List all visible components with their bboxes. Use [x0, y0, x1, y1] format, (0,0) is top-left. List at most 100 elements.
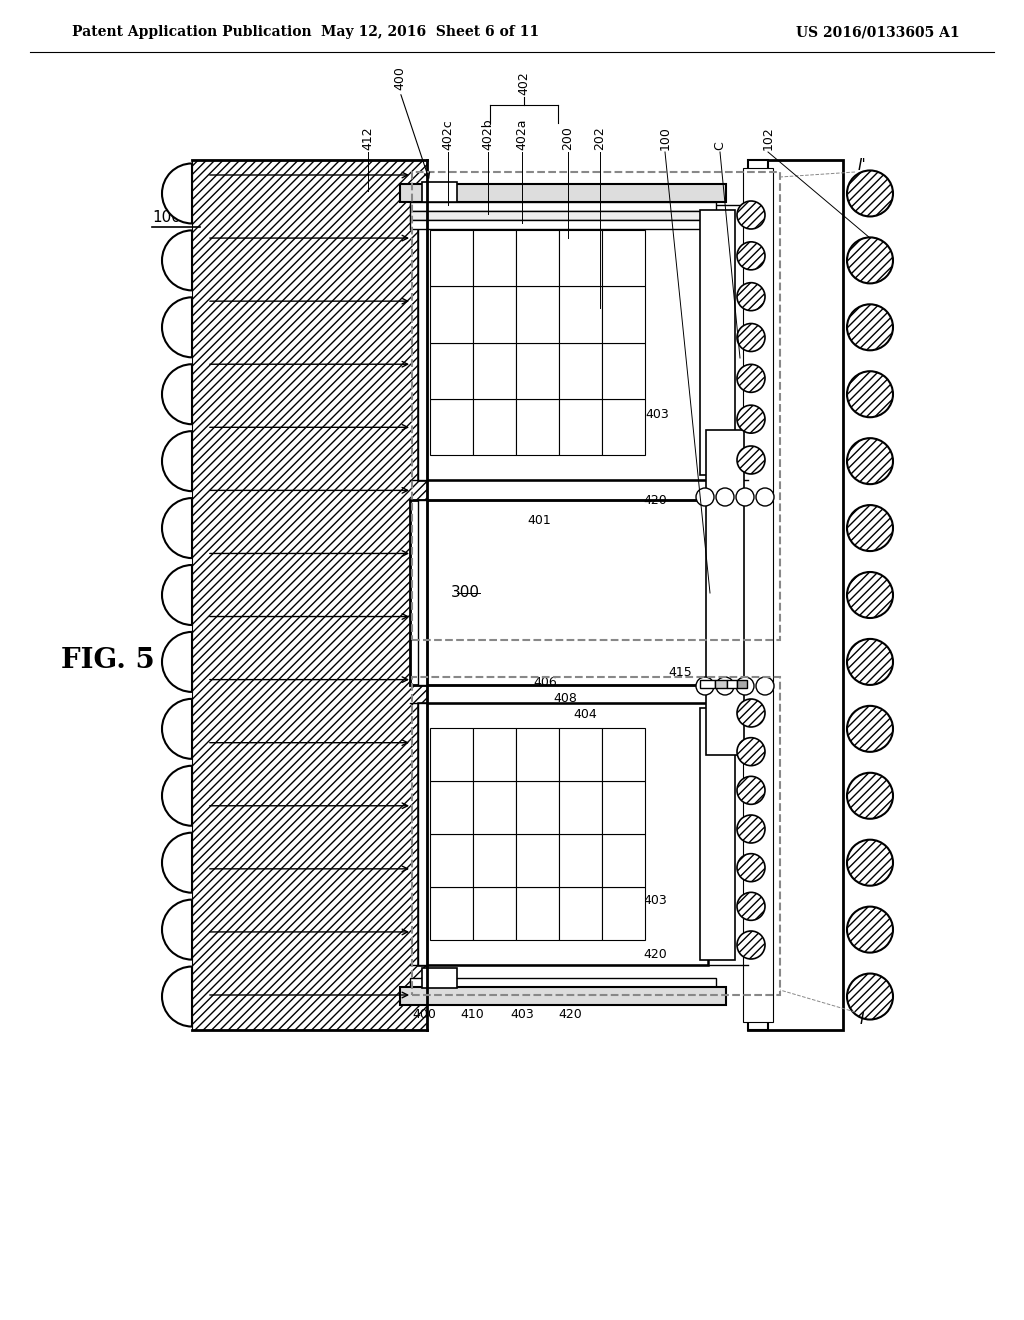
Wedge shape — [162, 164, 193, 223]
Text: 402c: 402c — [441, 119, 455, 150]
Bar — [700, 680, 715, 688]
Wedge shape — [162, 698, 193, 759]
Bar — [412, 677, 780, 995]
Circle shape — [737, 201, 765, 228]
Bar — [602, 781, 645, 834]
Wedge shape — [162, 966, 193, 1027]
Circle shape — [737, 738, 765, 766]
Text: 408: 408 — [553, 692, 577, 705]
Bar — [559, 834, 602, 887]
Bar — [559, 342, 602, 399]
Bar — [430, 834, 473, 887]
Bar — [418, 205, 427, 480]
Wedge shape — [162, 632, 193, 692]
Bar — [602, 834, 645, 887]
Bar — [400, 183, 726, 202]
Bar — [602, 729, 645, 781]
Bar — [410, 202, 716, 211]
Bar — [516, 781, 559, 834]
Bar — [602, 230, 645, 286]
Circle shape — [696, 488, 714, 506]
Bar — [559, 230, 602, 286]
Text: 300: 300 — [451, 585, 479, 601]
Bar — [410, 987, 716, 997]
Bar — [559, 887, 602, 940]
Text: 102: 102 — [762, 127, 774, 150]
Circle shape — [847, 907, 893, 953]
Bar — [516, 887, 559, 940]
Text: 403: 403 — [510, 1008, 534, 1022]
Text: 420: 420 — [643, 494, 667, 507]
Circle shape — [737, 323, 765, 351]
Circle shape — [737, 854, 765, 882]
Circle shape — [756, 677, 774, 696]
Bar — [602, 399, 645, 455]
Bar — [602, 342, 645, 399]
Circle shape — [847, 438, 893, 484]
Bar — [743, 168, 773, 1022]
Wedge shape — [162, 498, 193, 558]
Circle shape — [847, 772, 893, 818]
Bar — [473, 286, 516, 342]
Bar — [737, 680, 746, 688]
Circle shape — [736, 488, 754, 506]
Circle shape — [847, 572, 893, 618]
Bar — [430, 230, 473, 286]
Bar — [473, 729, 516, 781]
Text: 412: 412 — [361, 127, 375, 150]
Text: 404: 404 — [573, 708, 597, 721]
Text: 100: 100 — [658, 127, 672, 150]
Circle shape — [847, 840, 893, 886]
Circle shape — [847, 506, 893, 550]
Text: 410: 410 — [460, 1008, 483, 1022]
Circle shape — [737, 242, 765, 269]
Text: US 2016/0133605 A1: US 2016/0133605 A1 — [797, 25, 961, 40]
Circle shape — [737, 814, 765, 843]
Bar — [559, 286, 602, 342]
Text: I: I — [860, 1012, 864, 1027]
Wedge shape — [162, 900, 193, 960]
Text: 403: 403 — [643, 894, 667, 907]
Bar — [410, 978, 716, 987]
Bar — [559, 729, 602, 781]
Text: 400: 400 — [412, 1008, 436, 1022]
Circle shape — [847, 371, 893, 417]
Bar — [430, 887, 473, 940]
Circle shape — [737, 446, 765, 474]
Text: 1000: 1000 — [152, 210, 190, 224]
Wedge shape — [162, 231, 193, 290]
Text: 420: 420 — [643, 949, 667, 961]
Bar — [715, 680, 727, 688]
Bar — [422, 182, 457, 202]
Bar — [418, 704, 427, 965]
Circle shape — [716, 488, 734, 506]
Bar — [473, 230, 516, 286]
Bar — [516, 286, 559, 342]
Bar — [430, 342, 473, 399]
Text: 406: 406 — [534, 676, 557, 689]
Text: FIG. 5: FIG. 5 — [61, 647, 155, 673]
Bar — [700, 210, 735, 475]
Circle shape — [737, 405, 765, 433]
Bar — [473, 399, 516, 455]
Bar — [473, 342, 516, 399]
Circle shape — [716, 677, 734, 696]
Bar — [516, 834, 559, 887]
Bar — [516, 399, 559, 455]
Bar — [473, 781, 516, 834]
Bar — [400, 987, 726, 1005]
Bar — [748, 160, 768, 1030]
Bar — [193, 160, 427, 1030]
Bar — [418, 205, 708, 480]
Text: Patent Application Publication: Patent Application Publication — [72, 25, 311, 40]
Circle shape — [847, 238, 893, 284]
Bar — [516, 230, 559, 286]
Circle shape — [737, 931, 765, 960]
Circle shape — [847, 974, 893, 1019]
Wedge shape — [162, 297, 193, 358]
Circle shape — [847, 170, 893, 216]
Text: May 12, 2016  Sheet 6 of 11: May 12, 2016 Sheet 6 of 11 — [321, 25, 539, 40]
Wedge shape — [162, 364, 193, 424]
Circle shape — [847, 305, 893, 350]
Bar — [748, 160, 843, 1030]
